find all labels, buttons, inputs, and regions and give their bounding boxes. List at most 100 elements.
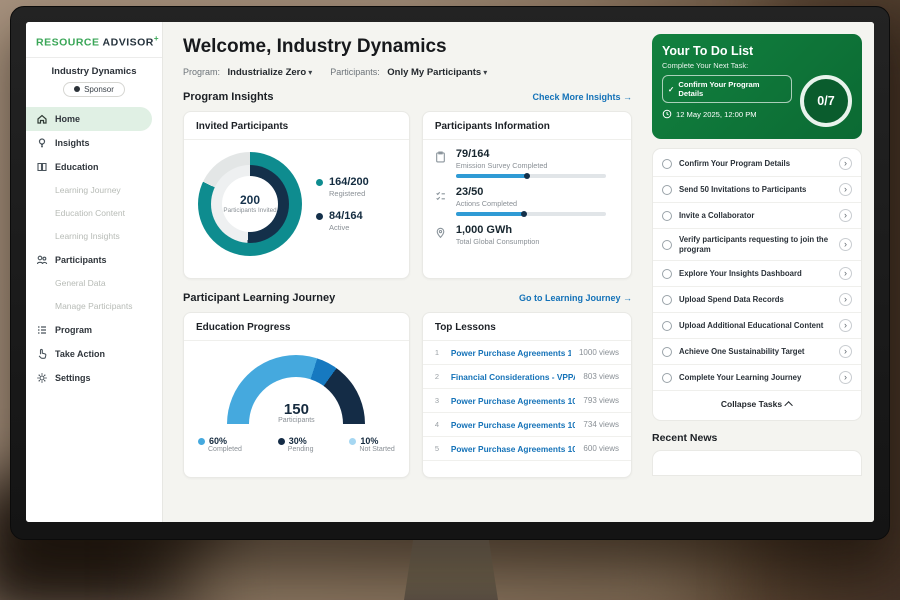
sidebar-item-participants[interactable]: Participants xyxy=(26,248,162,272)
task-row[interactable]: Invite a Collaborator › xyxy=(653,203,861,229)
sidebar-item-learning-journey[interactable]: Learning Journey xyxy=(26,179,162,202)
chevron-right-icon[interactable]: › xyxy=(839,319,852,333)
clipboard-icon xyxy=(435,151,445,163)
chevron-right-icon[interactable]: › xyxy=(839,238,852,252)
lesson-views: 793 views xyxy=(583,396,619,405)
chevron-down-icon[interactable]: ▾ xyxy=(308,68,313,77)
task-row[interactable]: Upload Spend Data Records › xyxy=(653,287,861,314)
filter-bar: Program: Industrialize Zero ▾ Participant… xyxy=(183,67,640,78)
task-label: Invite a Collaborator xyxy=(679,210,755,220)
sidebar-item-program[interactable]: Program xyxy=(26,318,162,342)
task-row[interactable]: Explore Your Insights Dashboard › xyxy=(653,261,861,288)
task-row[interactable]: Complete Your Learning Journey › xyxy=(653,365,861,392)
progress-fill xyxy=(455,212,525,216)
task-row[interactable]: Send 50 Invitations to Participants › xyxy=(653,177,861,203)
chevron-right-icon[interactable]: › xyxy=(839,183,852,196)
task-checkbox[interactable] xyxy=(662,184,672,195)
participants-filter-label: Participants: xyxy=(330,67,380,77)
lesson-link[interactable]: Power Purchase Agreements 101 xyxy=(450,347,571,358)
collapse-tasks-label: Collapse Tasks xyxy=(720,399,783,410)
task-checkbox[interactable] xyxy=(662,158,672,169)
sidebar-item-general-data[interactable]: General Data xyxy=(26,272,162,295)
completed-label: Completed xyxy=(208,446,242,453)
task-label: Verify participants requesting to join t… xyxy=(679,235,829,254)
clock-icon xyxy=(662,109,672,119)
chevron-right-icon[interactable]: › xyxy=(839,345,852,359)
registered-value: 164/200 xyxy=(329,176,369,188)
lesson-views: 803 views xyxy=(583,372,619,381)
recent-news-card xyxy=(652,450,862,477)
lesson-link[interactable]: Financial Considerations - VPPAs xyxy=(450,371,576,382)
lesson-link[interactable]: Power Purchase Agreements 102 xyxy=(450,419,576,430)
gauge-value: 150 xyxy=(283,401,309,418)
task-checkbox[interactable] xyxy=(662,320,672,331)
stat-emission-survey: 79/164 Emission Survey Completed xyxy=(423,140,631,178)
task-row[interactable]: Achieve One Sustainability Target › xyxy=(653,339,861,366)
task-checkbox[interactable] xyxy=(662,346,672,357)
registered-label: Registered xyxy=(329,189,366,198)
task-checkbox[interactable] xyxy=(662,268,672,279)
next-task-chip[interactable]: ✓ Confirm Your Program Details xyxy=(662,75,792,103)
not-started-dot-icon xyxy=(349,437,357,445)
sidebar-item-label: Learning Journey xyxy=(55,185,121,195)
sidebar-item-manage-participants[interactable]: Manage Participants xyxy=(26,295,162,318)
lesson-row: 3 Power Purchase Agreements 101 793 view… xyxy=(422,389,631,413)
lesson-link[interactable]: Power Purchase Agreements 101 xyxy=(450,395,576,406)
logo-advisor: ADVISOR xyxy=(102,36,154,49)
task-checkbox[interactable] xyxy=(662,210,672,221)
participants-filter-value[interactable]: Only My Participants xyxy=(387,67,482,78)
sidebar: RESOURCE ADVISOR+ Industry Dynamics Spon… xyxy=(26,22,163,522)
stat-label: Emission Survey Completed xyxy=(455,161,548,170)
active-label: Active xyxy=(329,223,350,232)
stat-label: Actions Completed xyxy=(455,199,518,208)
completed-value: 60% xyxy=(209,436,228,446)
participants-icon xyxy=(36,255,48,264)
task-checkbox[interactable] xyxy=(662,372,672,383)
program-filter-value[interactable]: Industrialize Zero xyxy=(227,67,307,78)
stat-label: Total Global Consumption xyxy=(455,237,540,246)
chevron-right-icon[interactable]: › xyxy=(839,157,852,170)
sponsor-badge[interactable]: Sponsor xyxy=(63,81,125,97)
lesson-row: 5 Power Purchase Agreements 103 600 view… xyxy=(422,437,631,461)
task-row[interactable]: Verify participants requesting to join t… xyxy=(653,229,861,262)
task-checkbox[interactable] xyxy=(662,294,672,305)
education-progress-card: Education Progress 150 Participants 60% … xyxy=(183,312,410,478)
sponsor-label: Sponsor xyxy=(84,84,114,94)
chevron-right-icon[interactable]: › xyxy=(839,293,852,307)
education-gauge: 150 Participants xyxy=(227,355,366,424)
sidebar-item-home[interactable]: Home xyxy=(26,106,152,131)
chevron-down-icon[interactable]: ▾ xyxy=(483,68,488,77)
sidebar-item-take-action[interactable]: Take Action xyxy=(26,342,162,366)
sidebar-item-education-content[interactable]: Education Content xyxy=(26,202,162,225)
lesson-link[interactable]: Power Purchase Agreements 103 xyxy=(450,443,576,454)
lesson-row: 4 Power Purchase Agreements 102 734 view… xyxy=(422,413,631,437)
logo-plus: + xyxy=(153,34,160,43)
chevron-up-icon xyxy=(784,401,793,411)
sidebar-item-insights[interactable]: Insights xyxy=(26,131,162,155)
legend-pending: 30% Pending xyxy=(277,436,313,453)
task-label: Upload Additional Educational Content xyxy=(679,321,824,331)
task-row[interactable]: Confirm Your Program Details › xyxy=(653,151,861,177)
task-checkbox[interactable] xyxy=(662,239,672,250)
lesson-views: 600 views xyxy=(583,444,619,453)
legend-completed: 60% Completed xyxy=(198,436,242,453)
settings-icon xyxy=(37,372,47,383)
checklist-icon xyxy=(436,191,445,201)
sidebar-item-learning-insights[interactable]: Learning Insights xyxy=(26,225,162,248)
chevron-right-icon[interactable]: › xyxy=(839,371,852,385)
go-to-learning-journey-link[interactable]: Go to Learning Journey → xyxy=(518,293,632,303)
invited-donut-outer: 200 Participants Invited xyxy=(198,152,302,256)
card-title: Education Progress xyxy=(184,313,409,341)
collapse-tasks-button[interactable]: Collapse Tasks xyxy=(653,391,861,418)
app-logo: RESOURCE ADVISOR+ xyxy=(26,22,162,58)
home-icon xyxy=(37,114,47,124)
invited-participants-card: Invited Participants 200 Participants In… xyxy=(183,111,410,279)
check-more-insights-link[interactable]: Check More Insights → xyxy=(532,92,632,102)
sidebar-item-label: Insights xyxy=(55,137,90,148)
task-row[interactable]: Upload Additional Educational Content › xyxy=(653,313,861,340)
sidebar-item-education[interactable]: Education xyxy=(26,155,162,179)
chevron-right-icon[interactable]: › xyxy=(839,209,852,222)
sidebar-item-settings[interactable]: Settings xyxy=(26,366,162,390)
chevron-right-icon[interactable]: › xyxy=(839,267,852,281)
registered-dot-icon xyxy=(316,178,323,186)
